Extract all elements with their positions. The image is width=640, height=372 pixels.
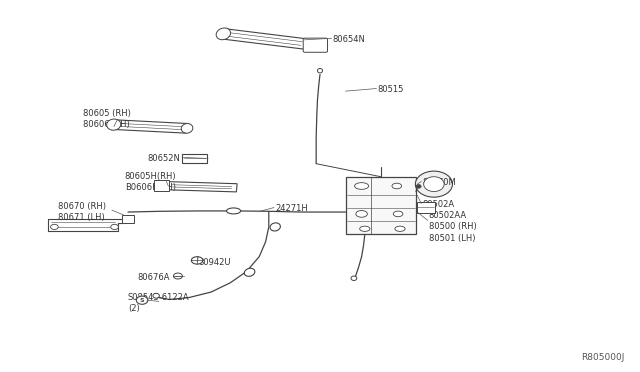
Ellipse shape xyxy=(51,224,58,230)
FancyBboxPatch shape xyxy=(154,180,169,191)
Ellipse shape xyxy=(181,124,193,133)
Text: 80654N: 80654N xyxy=(333,35,365,44)
Text: 80570M: 80570M xyxy=(422,178,456,187)
Polygon shape xyxy=(221,29,310,49)
Polygon shape xyxy=(48,219,125,231)
Ellipse shape xyxy=(355,183,369,189)
Text: S08543-6122A
(2): S08543-6122A (2) xyxy=(128,293,189,313)
Ellipse shape xyxy=(227,208,241,214)
Ellipse shape xyxy=(136,296,148,304)
Polygon shape xyxy=(166,182,237,192)
Ellipse shape xyxy=(393,211,403,217)
Ellipse shape xyxy=(360,226,370,231)
Text: 80942U: 80942U xyxy=(198,258,231,267)
Polygon shape xyxy=(113,120,188,133)
Ellipse shape xyxy=(216,28,230,40)
Text: 80605H(RH)
B0606H(LH): 80605H(RH) B0606H(LH) xyxy=(125,172,177,192)
Text: 80676A: 80676A xyxy=(138,273,170,282)
Ellipse shape xyxy=(392,183,402,189)
Text: R805000J: R805000J xyxy=(580,353,624,362)
Text: 24271H: 24271H xyxy=(275,204,308,213)
Ellipse shape xyxy=(424,177,444,192)
Text: S: S xyxy=(140,298,145,303)
Ellipse shape xyxy=(351,276,357,280)
Ellipse shape xyxy=(111,224,118,230)
FancyBboxPatch shape xyxy=(303,38,328,52)
Text: 80652N: 80652N xyxy=(147,154,180,163)
Ellipse shape xyxy=(191,257,203,264)
Text: 80670 (RH)
80671 (LH): 80670 (RH) 80671 (LH) xyxy=(58,202,106,222)
Ellipse shape xyxy=(107,119,121,130)
Ellipse shape xyxy=(270,223,280,231)
Ellipse shape xyxy=(415,171,452,197)
Text: 80605 (RH)
80606 (LH): 80605 (RH) 80606 (LH) xyxy=(83,109,131,129)
Text: 80502AA
80500 (RH)
80501 (LH): 80502AA 80500 (RH) 80501 (LH) xyxy=(429,211,477,243)
FancyBboxPatch shape xyxy=(346,177,416,234)
Ellipse shape xyxy=(416,185,421,188)
Ellipse shape xyxy=(173,273,182,279)
Ellipse shape xyxy=(153,293,159,298)
Ellipse shape xyxy=(317,68,323,73)
Text: 80502A: 80502A xyxy=(422,200,454,209)
FancyBboxPatch shape xyxy=(417,202,435,213)
FancyBboxPatch shape xyxy=(122,215,134,223)
Text: 80515: 80515 xyxy=(378,85,404,94)
Ellipse shape xyxy=(356,211,367,217)
FancyBboxPatch shape xyxy=(182,154,207,163)
Ellipse shape xyxy=(395,226,405,231)
Ellipse shape xyxy=(244,268,255,276)
